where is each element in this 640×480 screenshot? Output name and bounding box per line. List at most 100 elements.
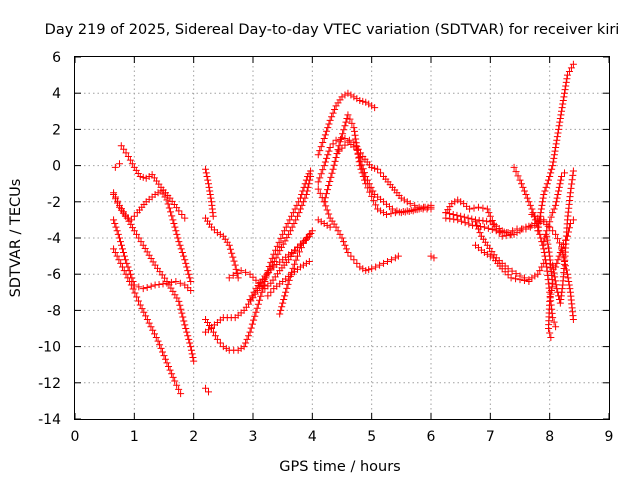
data-point xyxy=(248,292,256,300)
data-point xyxy=(225,241,233,249)
data-point xyxy=(522,191,530,199)
data-point xyxy=(126,156,134,164)
data-point xyxy=(118,245,126,253)
data-point xyxy=(163,279,171,287)
series-track xyxy=(335,138,435,217)
data-point xyxy=(528,210,536,218)
data-point xyxy=(169,373,177,381)
data-point xyxy=(556,180,564,188)
data-point xyxy=(353,259,361,267)
data-point xyxy=(555,183,563,191)
data-point xyxy=(350,127,358,135)
data-point xyxy=(344,248,352,256)
data-point xyxy=(142,312,150,320)
data-point xyxy=(233,269,241,277)
data-point xyxy=(166,366,174,374)
data-point xyxy=(353,145,361,153)
y-tick-label: -6 xyxy=(47,267,61,283)
data-point xyxy=(338,144,346,152)
data-point xyxy=(374,165,382,173)
data-point xyxy=(320,198,328,206)
data-point xyxy=(510,163,518,171)
data-point xyxy=(167,278,175,286)
data-point xyxy=(551,273,559,281)
series-track xyxy=(552,216,577,271)
data-point xyxy=(567,184,575,192)
data-point xyxy=(173,230,181,238)
data-point xyxy=(294,252,301,260)
data-point xyxy=(279,230,287,238)
data-point xyxy=(362,267,370,275)
data-point xyxy=(111,163,119,171)
data-point xyxy=(537,205,545,213)
data-point xyxy=(164,200,172,208)
data-point xyxy=(563,232,571,240)
series-track xyxy=(202,384,212,396)
data-point xyxy=(365,100,373,108)
data-point xyxy=(185,335,193,343)
x-tick-label: 1 xyxy=(130,429,139,445)
data-point xyxy=(557,111,565,119)
data-point xyxy=(206,191,214,199)
data-point xyxy=(156,341,164,349)
data-point xyxy=(552,281,560,289)
data-point xyxy=(372,201,380,209)
data-point xyxy=(123,259,131,267)
data-point xyxy=(563,270,571,278)
data-point xyxy=(278,303,286,311)
data-point xyxy=(561,86,569,94)
data-point xyxy=(184,332,192,340)
data-point xyxy=(569,171,577,179)
data-point xyxy=(479,204,487,212)
data-point xyxy=(264,292,272,300)
data-point xyxy=(519,183,527,191)
data-point xyxy=(327,173,335,181)
data-point xyxy=(290,220,298,228)
data-point xyxy=(177,245,185,253)
x-tick-label: 5 xyxy=(367,429,376,445)
data-point xyxy=(325,182,333,190)
x-tick-label: 6 xyxy=(427,429,436,445)
data-point xyxy=(187,346,195,354)
data-point xyxy=(558,104,566,112)
data-point xyxy=(569,315,577,323)
data-point xyxy=(306,176,314,184)
data-point xyxy=(548,283,556,291)
data-point xyxy=(274,250,282,258)
data-point xyxy=(155,280,163,288)
data-point xyxy=(552,201,560,209)
series-track xyxy=(117,142,189,222)
data-point xyxy=(364,184,372,192)
data-point xyxy=(544,244,552,252)
data-point xyxy=(187,277,195,285)
data-point xyxy=(536,267,544,275)
data-point xyxy=(136,301,144,309)
data-point xyxy=(522,225,530,233)
data-point xyxy=(179,313,187,321)
data-point xyxy=(316,189,324,197)
data-point xyxy=(341,141,349,149)
data-point xyxy=(237,344,245,352)
data-point xyxy=(546,218,554,226)
data-point xyxy=(286,272,294,280)
data-point xyxy=(177,305,185,313)
data-point xyxy=(112,193,120,201)
data-point xyxy=(319,166,327,174)
data-point xyxy=(569,60,577,68)
data-point xyxy=(126,277,134,285)
data-point xyxy=(232,265,240,273)
series-track xyxy=(202,165,217,220)
y-tick-label: 6 xyxy=(52,50,61,66)
data-point xyxy=(222,344,230,352)
data-point xyxy=(182,259,190,267)
data-point xyxy=(325,210,333,218)
data-point xyxy=(329,165,337,173)
data-point xyxy=(254,300,262,308)
data-point xyxy=(562,82,570,90)
data-point xyxy=(131,289,139,297)
data-point xyxy=(251,312,259,320)
data-point xyxy=(353,95,361,103)
data-point xyxy=(539,241,547,249)
data-point xyxy=(147,282,155,290)
series-track xyxy=(314,89,379,159)
